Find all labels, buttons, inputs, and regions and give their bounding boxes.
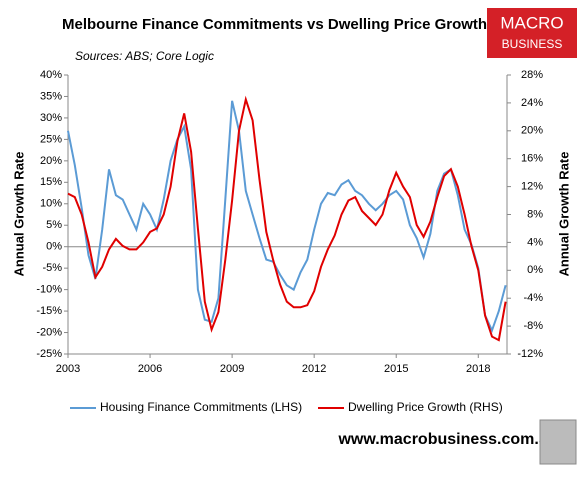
y-tick-label: 25% <box>40 133 62 145</box>
x-tick-label: 2015 <box>384 363 408 375</box>
brand-line1: MACRO <box>500 13 563 32</box>
y-tick-label: -10% <box>36 284 62 296</box>
chart-subtitle: Sources: ABS; Core Logic <box>75 49 214 63</box>
x-tick-label: 2003 <box>56 363 80 375</box>
y-tick-label: 0% <box>46 241 62 253</box>
y-tick-label: 40% <box>40 69 62 81</box>
y-tick-label: -5% <box>42 262 62 274</box>
series-line <box>67 100 507 334</box>
y-tick-label: 35% <box>40 90 62 102</box>
chart-title: Melbourne Finance Commitments vs Dwellin… <box>62 16 487 33</box>
y-tick-label: -20% <box>36 326 62 338</box>
y2-tick-label: -12% <box>517 348 543 360</box>
x-tick-label: 2012 <box>302 363 326 375</box>
y2-tick-label: 16% <box>521 153 543 165</box>
y2-tick-label: -8% <box>523 320 543 332</box>
y-tick-label: 30% <box>40 112 62 124</box>
x-tick-label: 2018 <box>466 363 490 375</box>
y-tick-label: 5% <box>46 219 62 231</box>
y-tick-label: -15% <box>36 305 62 317</box>
y2-tick-label: 20% <box>521 125 543 137</box>
y-tick-label: -25% <box>36 348 62 360</box>
y2-tick-label: 0% <box>527 264 543 276</box>
y2-tick-label: 24% <box>521 97 543 109</box>
y2-tick-label: -4% <box>523 292 543 304</box>
y-tick-label: 15% <box>40 176 62 188</box>
y2-tick-label: 28% <box>521 69 543 81</box>
series-line <box>67 95 507 342</box>
y-axis-label: Annual Growth Rate <box>11 152 26 277</box>
x-tick-label: 2009 <box>220 363 244 375</box>
brand-logo <box>487 8 577 58</box>
y2-tick-label: 12% <box>521 181 543 193</box>
wolf-icon <box>539 419 577 465</box>
legend-label: Dwelling Price Growth (RHS) <box>348 400 503 414</box>
y2-tick-label: 8% <box>527 208 543 220</box>
brand-line2: BUSINESS <box>502 37 563 51</box>
y-tick-label: 10% <box>40 198 62 210</box>
y2-axis-label: Annual Growth Rate <box>556 152 571 277</box>
legend-label: Housing Finance Commitments (LHS) <box>100 400 302 414</box>
y2-tick-label: 4% <box>527 236 543 248</box>
footer-url: www.macrobusiness.com.au <box>337 431 557 448</box>
x-tick-label: 2006 <box>138 363 162 375</box>
y-tick-label: 20% <box>40 155 62 167</box>
